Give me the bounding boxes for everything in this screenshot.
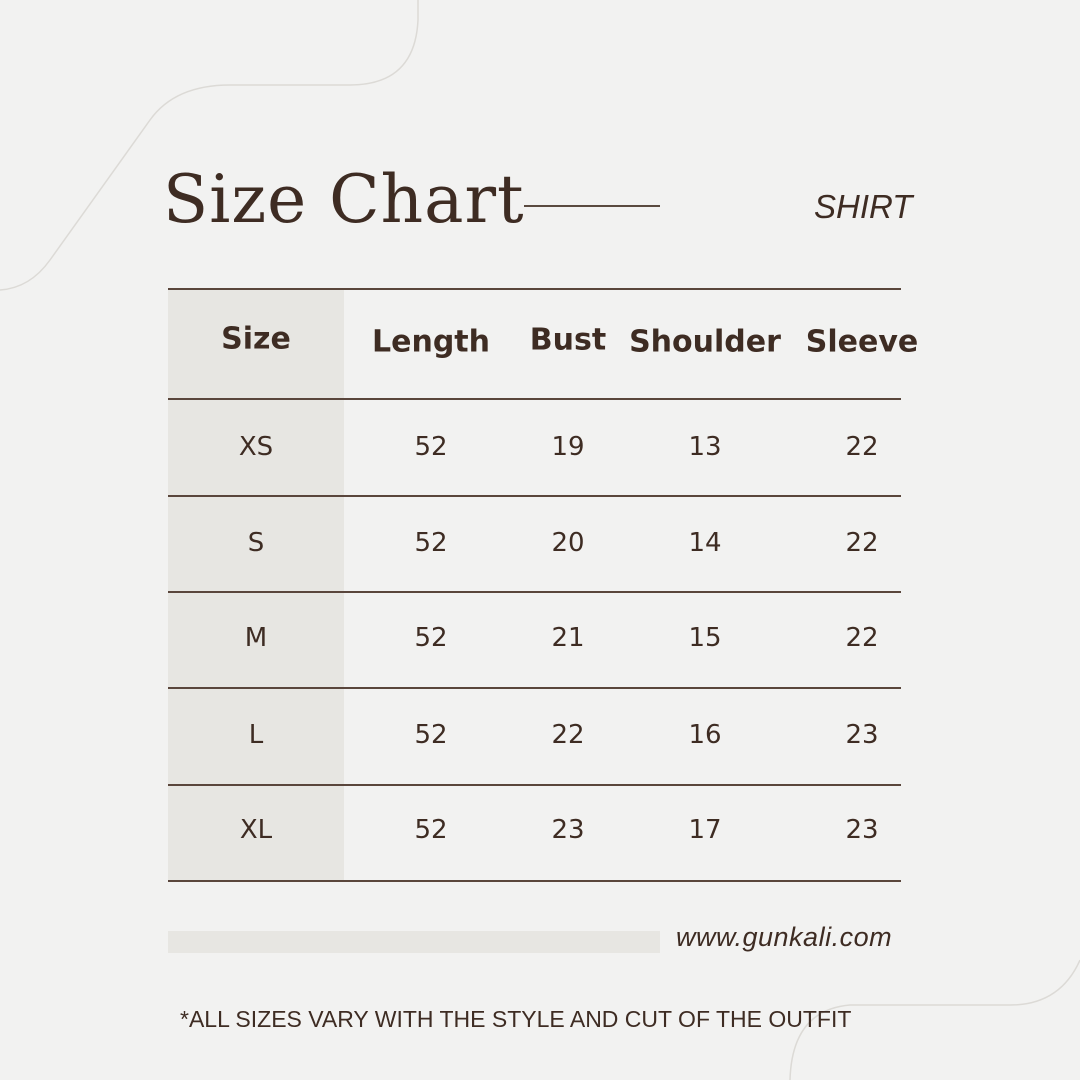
page-title: Size Chart — [163, 161, 525, 238]
table-divider — [168, 495, 901, 497]
title-divider — [524, 205, 660, 207]
size-label: L — [248, 720, 264, 750]
measurement-cell: 13 — [688, 432, 722, 462]
measurement-cell: 23 — [845, 815, 879, 845]
size-label: M — [244, 623, 268, 653]
column-header-length: Length — [372, 324, 490, 360]
size-label: XL — [239, 815, 273, 845]
measurement-cell: 17 — [688, 815, 722, 845]
table-divider — [168, 687, 901, 689]
measurement-cell: 22 — [551, 720, 585, 750]
measurement-cell: 52 — [414, 720, 448, 750]
table-divider — [168, 398, 901, 400]
size-column-background — [168, 288, 344, 880]
table-divider — [168, 591, 901, 593]
column-header-shoulder: Shoulder — [629, 324, 781, 360]
table-divider — [168, 784, 901, 786]
column-header-size: Size — [221, 321, 291, 357]
website-link[interactable]: www.gunkali.com — [676, 922, 893, 952]
measurement-cell: 14 — [688, 528, 722, 558]
measurement-cell: 22 — [845, 432, 879, 462]
measurement-cell: 19 — [551, 432, 585, 462]
column-header-bust: Bust — [529, 322, 607, 358]
measurement-cell: 20 — [551, 528, 585, 558]
measurement-cell: 52 — [414, 528, 448, 558]
garment-type: SHIRT — [814, 188, 913, 225]
measurement-cell: 22 — [845, 623, 879, 653]
measurement-cell: 22 — [845, 528, 879, 558]
footer-bar — [168, 931, 660, 953]
measurement-cell: 15 — [688, 623, 722, 653]
measurement-cell: 23 — [551, 815, 585, 845]
size-disclaimer: *ALL SIZES VARY WITH THE STYLE AND CUT O… — [180, 1006, 852, 1032]
column-header-sleeve: Sleeve — [805, 324, 919, 360]
size-label: XS — [238, 432, 274, 462]
measurement-cell: 16 — [688, 720, 722, 750]
table-divider — [168, 288, 901, 290]
measurement-cell: 52 — [414, 815, 448, 845]
measurement-cell: 52 — [414, 623, 448, 653]
measurement-cell: 23 — [845, 720, 879, 750]
measurement-cell: 21 — [551, 623, 585, 653]
measurement-cell: 52 — [414, 432, 448, 462]
table-divider — [168, 880, 901, 882]
size-label: S — [247, 528, 265, 558]
